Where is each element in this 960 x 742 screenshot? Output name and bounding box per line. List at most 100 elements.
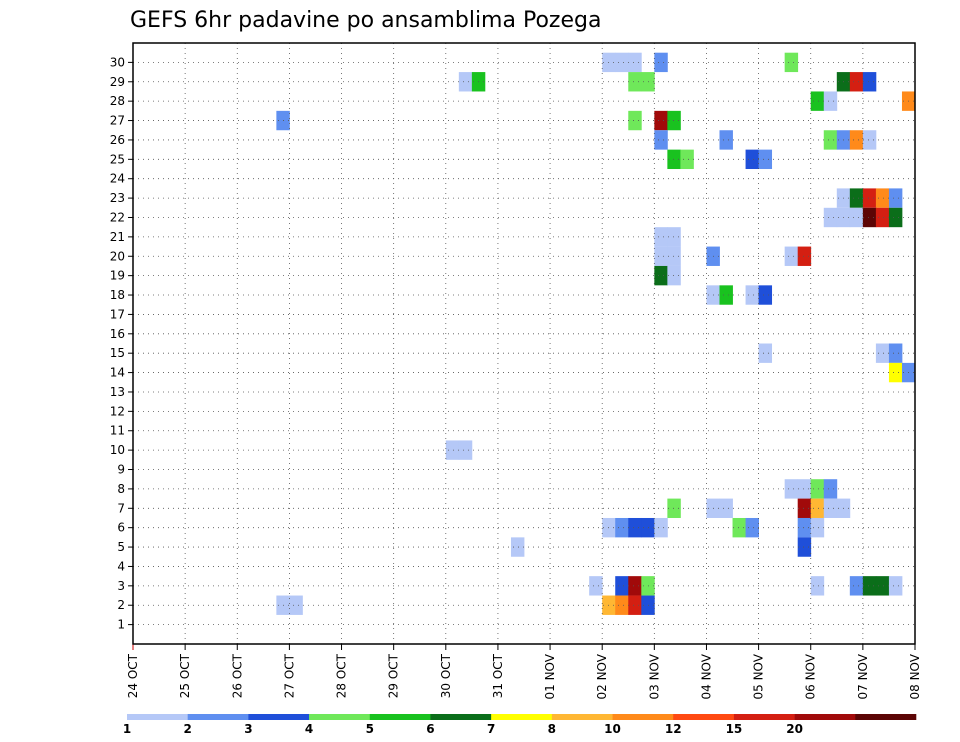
- precip-cell: [888, 343, 903, 363]
- precip-cell: [667, 498, 681, 518]
- precip-cell: [628, 517, 642, 538]
- colorbar-label: 20: [786, 722, 803, 736]
- precip-cell: [510, 537, 525, 557]
- precip-cell: [797, 498, 812, 518]
- y-tick-label: 3: [117, 579, 125, 593]
- x-tick-label: 24 OCT: [126, 653, 140, 698]
- precip-cell: [615, 576, 629, 596]
- y-tick-label: 22: [110, 210, 125, 224]
- precip-cell: [654, 265, 668, 286]
- colorbar-label: 5: [366, 722, 374, 736]
- colorbar: 1 2 3 4 5 6 7 8 10 12 15 20: [123, 714, 917, 736]
- y-tick-label: 1: [117, 618, 125, 632]
- precip-cell: [888, 576, 903, 596]
- precip-cell: [862, 72, 877, 92]
- precip-cell: [445, 440, 460, 460]
- y-tick-label: 8: [117, 482, 125, 496]
- colorbar-label: 2: [184, 722, 192, 736]
- colorbar-swatch: [673, 714, 735, 720]
- colorbar-swatch: [612, 714, 674, 720]
- colorbar-swatch: [369, 714, 431, 720]
- precip-cell: [823, 130, 838, 150]
- precip-cell: [862, 576, 877, 596]
- precip-cell: [810, 576, 825, 596]
- x-tick-label: 07 NOV: [856, 653, 870, 699]
- y-tick-label: 13: [110, 385, 125, 399]
- y-axis-ticks: 1234567891011121314151617181920212223242…: [110, 55, 133, 632]
- x-tick-label: 25 OCT: [178, 653, 192, 698]
- precip-cell: [745, 149, 759, 170]
- x-tick-label: 31 OCT: [491, 653, 505, 698]
- precip-cell: [628, 110, 642, 131]
- y-tick-label: 14: [110, 366, 125, 380]
- precip-cell: [810, 517, 825, 538]
- x-tick-label: 26 OCT: [230, 653, 244, 698]
- precip-cell: [823, 207, 838, 228]
- y-tick-label: 28: [110, 94, 125, 108]
- precip-cell: [875, 576, 890, 596]
- precip-cell: [810, 91, 825, 111]
- y-tick-label: 15: [110, 346, 125, 360]
- x-tick-label: 08 NOV: [908, 653, 922, 699]
- y-tick-label: 4: [117, 559, 125, 573]
- y-tick-label: 23: [110, 191, 125, 205]
- y-tick-label: 12: [110, 404, 125, 418]
- y-tick-label: 29: [110, 75, 125, 89]
- precip-cell: [458, 440, 473, 460]
- precip-cell: [589, 576, 603, 596]
- precip-cell: [797, 479, 812, 499]
- colorbar-swatch: [491, 714, 553, 720]
- y-tick-label: 2: [117, 598, 125, 612]
- precip-cell: [667, 149, 681, 170]
- colorbar-swatch: [430, 714, 492, 720]
- precip-cell: [888, 362, 903, 383]
- colorbar-swatch: [551, 714, 613, 720]
- precip-cell: [667, 265, 681, 286]
- precip-cell: [615, 52, 629, 73]
- colorbar-label: 6: [426, 722, 434, 736]
- colorbar-swatch: [248, 714, 310, 720]
- y-tick-label: 18: [110, 288, 125, 302]
- precip-cell: [875, 188, 890, 208]
- precip-cell: [784, 52, 799, 73]
- x-tick-label: 28 OCT: [335, 653, 349, 698]
- y-tick-label: 21: [110, 230, 125, 244]
- precip-cell: [628, 595, 642, 615]
- colorbar-swatch: [794, 714, 856, 720]
- precip-cell: [719, 498, 733, 518]
- x-tick-label: 01 NOV: [543, 653, 557, 699]
- precip-cell: [810, 479, 825, 499]
- precip-cell: [862, 207, 877, 228]
- precip-cell: [758, 343, 773, 363]
- x-tick-label: 05 NOV: [752, 653, 766, 699]
- y-tick-label: 26: [110, 133, 125, 147]
- precip-cell: [628, 576, 642, 596]
- plot-frame: [132, 42, 916, 645]
- precip-cell: [758, 149, 773, 170]
- precip-cell: [888, 207, 903, 228]
- colorbar-label: 10: [604, 722, 621, 736]
- precip-cell: [719, 285, 733, 305]
- precip-cell: [667, 227, 681, 247]
- precip-cell: [680, 149, 694, 170]
- precip-cell: [654, 110, 668, 131]
- y-tick-label: 24: [110, 172, 125, 186]
- y-tick-label: 16: [110, 327, 125, 341]
- colorbar-swatch: [855, 714, 917, 720]
- y-tick-label: 11: [110, 424, 125, 438]
- precip-cell: [823, 498, 838, 518]
- colorbar-label: 1: [123, 722, 131, 736]
- precip-cell: [810, 498, 825, 518]
- precip-cell: [888, 188, 903, 208]
- y-tick-label: 19: [110, 269, 125, 283]
- precip-cell: [458, 72, 473, 92]
- y-tick-label: 6: [117, 521, 125, 535]
- colorbar-label: 7: [487, 722, 495, 736]
- precip-cell: [667, 110, 681, 131]
- precip-cell: [758, 285, 773, 305]
- precip-cell: [849, 207, 864, 228]
- colorbar-swatch: [187, 714, 249, 720]
- precip-cell: [745, 517, 759, 538]
- y-tick-label: 7: [117, 501, 125, 515]
- y-tick-label: 9: [117, 463, 125, 477]
